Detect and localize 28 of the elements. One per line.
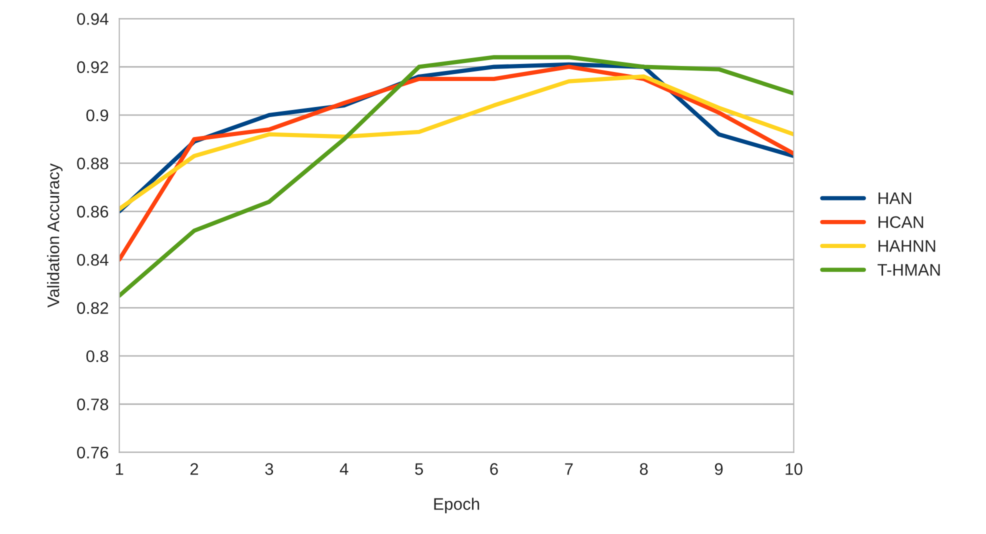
- x-tick-label: 3: [265, 463, 274, 475]
- x-tick-label: 9: [714, 463, 723, 475]
- line-series: [119, 55, 794, 298]
- x-tick-label: 7: [565, 463, 573, 475]
- legend-label: HAN: [878, 192, 912, 204]
- y-tick-label: 0.78: [77, 398, 108, 410]
- line-series: [119, 64, 794, 262]
- y-tick-label: 0.88: [77, 158, 108, 170]
- y-tick-label: 0.76: [77, 446, 108, 458]
- y-tick-label: 0.92: [77, 61, 108, 74]
- legend-label: HCAN: [878, 216, 924, 228]
- x-tick-label: 4: [340, 463, 348, 475]
- y-tick-label: 0.86: [77, 206, 108, 218]
- x-tick-label: 1: [116, 463, 124, 475]
- y-tick-label: 0.9: [86, 109, 108, 122]
- y-axis-title: Validation Accuracy: [47, 163, 63, 308]
- x-tick-label: 8: [640, 463, 648, 475]
- y-tick-label: 0.94: [77, 13, 108, 25]
- x-tick-label: 5: [415, 463, 423, 475]
- x-tick-label: 6: [490, 463, 498, 475]
- y-tick-label: 0.8: [86, 350, 108, 362]
- legend-label: T-HMAN: [878, 264, 940, 276]
- legend-label: HAHNN: [878, 240, 936, 252]
- y-tick-label: 0.84: [77, 254, 108, 266]
- y-tick-label: 0.82: [77, 302, 108, 314]
- x-axis-title: Epoch: [434, 498, 480, 514]
- x-tick-label: 2: [190, 463, 198, 475]
- x-tick-label: 10: [786, 463, 802, 475]
